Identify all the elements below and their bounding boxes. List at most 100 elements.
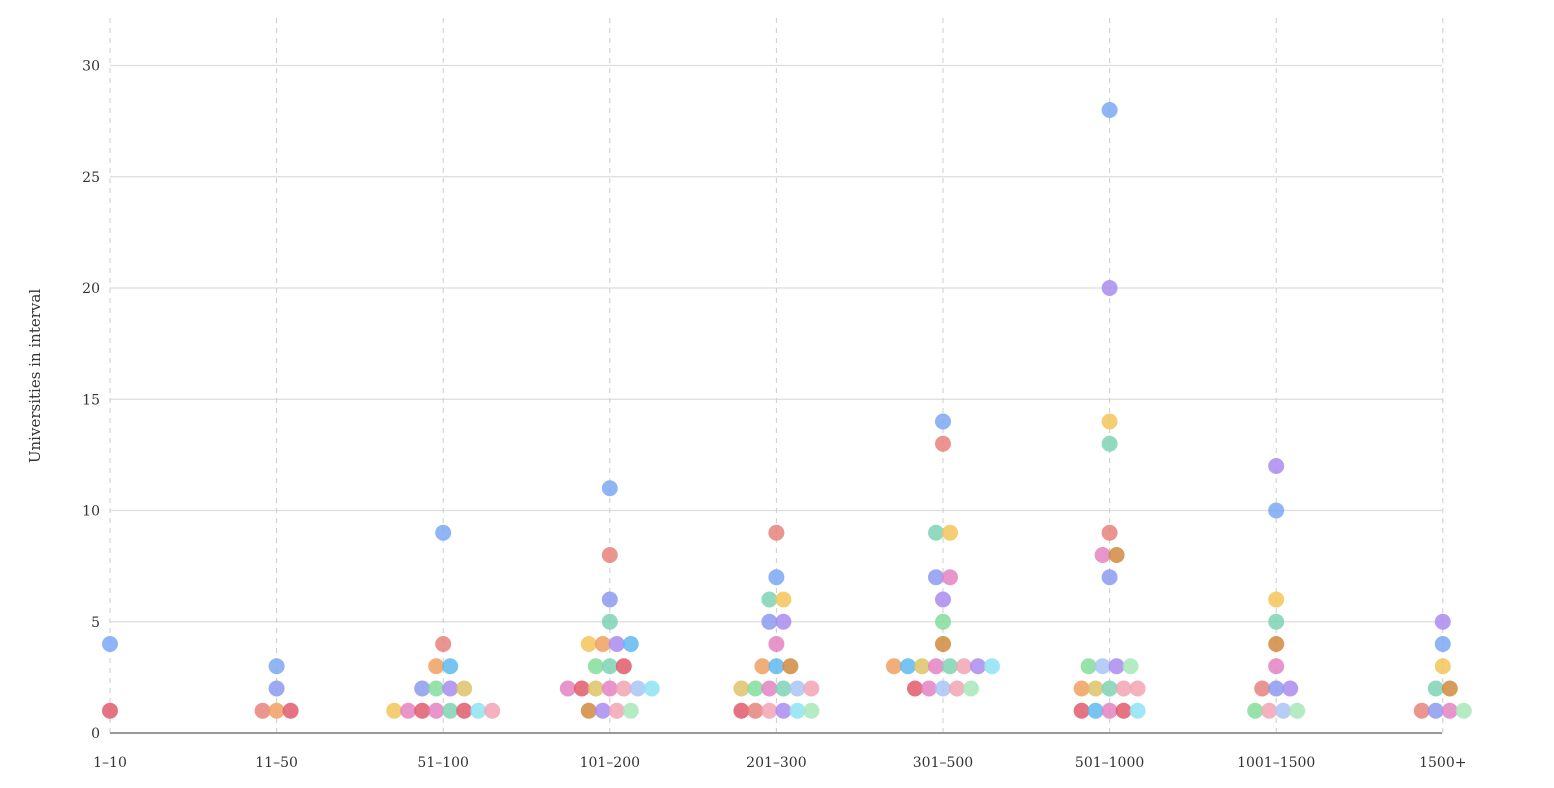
- data-point: [484, 702, 501, 719]
- data-point: [1441, 680, 1458, 697]
- data-point: [1087, 702, 1104, 719]
- data-point: [470, 702, 487, 719]
- data-point: [615, 680, 632, 697]
- data-point: [608, 702, 625, 719]
- data-point: [442, 658, 459, 675]
- data-point: [414, 680, 431, 697]
- data-point: [442, 680, 459, 697]
- data-point: [1427, 702, 1444, 719]
- data-point: [1094, 658, 1111, 675]
- data-point: [608, 636, 625, 652]
- data-point: [768, 524, 785, 541]
- data-point: [435, 636, 452, 652]
- data-point: [768, 636, 785, 652]
- data-point: [984, 658, 1000, 675]
- data-point: [1268, 458, 1285, 474]
- data-point: [963, 680, 979, 697]
- data-point: [1101, 102, 1118, 118]
- data-point: [942, 524, 958, 541]
- data-point: [775, 591, 792, 608]
- y-axis-title: Universities in interval: [26, 289, 44, 463]
- data-point: [1101, 680, 1118, 697]
- data-point: [1122, 658, 1139, 675]
- data-point: [942, 658, 958, 675]
- data-point: [1129, 702, 1146, 719]
- data-point: [1073, 702, 1090, 719]
- data-point: [428, 680, 445, 697]
- data-point: [1275, 702, 1292, 719]
- data-point: [643, 680, 660, 697]
- data-point: [587, 680, 604, 697]
- x-tick-label: 301–500: [913, 755, 973, 771]
- data-point: [442, 702, 459, 719]
- data-point: [428, 658, 445, 675]
- data-point: [1087, 680, 1104, 697]
- data-point: [601, 480, 618, 497]
- data-point: [559, 680, 576, 697]
- data-point: [886, 658, 902, 675]
- data-point: [1282, 680, 1299, 697]
- data-point: [928, 658, 944, 675]
- data-point: [102, 636, 118, 652]
- data-point: [1247, 702, 1264, 719]
- data-point: [935, 435, 951, 452]
- data-point: [761, 613, 778, 630]
- data-point: [747, 680, 764, 697]
- data-point: [754, 658, 771, 675]
- data-point: [921, 680, 937, 697]
- y-tick-label: 25: [82, 170, 100, 186]
- data-point: [803, 702, 820, 719]
- data-point: [268, 702, 285, 719]
- x-tick-label: 201–300: [746, 755, 806, 771]
- data-point: [935, 591, 951, 608]
- data-point: [1101, 280, 1118, 296]
- data-point: [1268, 658, 1285, 675]
- y-tick-label: 30: [82, 59, 100, 75]
- data-point: [1268, 591, 1285, 608]
- data-point: [102, 702, 118, 719]
- data-points: [102, 102, 1472, 719]
- y-tick-label: 0: [91, 726, 100, 742]
- data-point: [956, 658, 972, 675]
- data-point: [254, 702, 271, 719]
- data-point: [573, 680, 590, 697]
- data-point: [428, 702, 445, 719]
- data-point: [935, 680, 951, 697]
- x-tick-label: 1001–1500: [1237, 755, 1315, 771]
- data-point: [594, 636, 611, 652]
- data-point: [1261, 702, 1278, 719]
- data-point: [282, 702, 299, 719]
- data-point: [1094, 547, 1111, 563]
- data-point: [803, 680, 820, 697]
- data-point: [1108, 547, 1125, 563]
- data-point: [601, 591, 618, 608]
- data-point: [935, 413, 951, 430]
- y-tick-label: 20: [82, 281, 100, 297]
- data-point: [1289, 702, 1306, 719]
- data-point: [1101, 569, 1118, 586]
- data-point: [1080, 658, 1097, 675]
- data-point: [1108, 658, 1125, 675]
- data-point: [601, 547, 618, 563]
- data-point: [1115, 680, 1132, 697]
- data-point: [601, 680, 618, 697]
- data-point: [733, 680, 750, 697]
- data-point: [768, 658, 785, 675]
- data-point: [1268, 613, 1285, 630]
- data-point: [789, 702, 806, 719]
- data-point: [1101, 413, 1118, 430]
- axes: 0 5 10 15 20 25 30 1–10 11–50 51–100 101–200 201–30…: [82, 59, 1466, 772]
- data-point: [1434, 636, 1451, 652]
- data-point: [456, 680, 473, 697]
- data-point: [1268, 502, 1285, 519]
- data-point: [386, 702, 403, 719]
- x-tick-label: 1500+: [1419, 755, 1466, 771]
- x-tick-label: 51–100: [417, 755, 469, 771]
- data-point: [1101, 435, 1118, 452]
- data-point: [1101, 702, 1118, 719]
- data-point: [1455, 702, 1472, 719]
- data-point: [1129, 680, 1146, 697]
- x-tick-label: 101–200: [580, 755, 640, 771]
